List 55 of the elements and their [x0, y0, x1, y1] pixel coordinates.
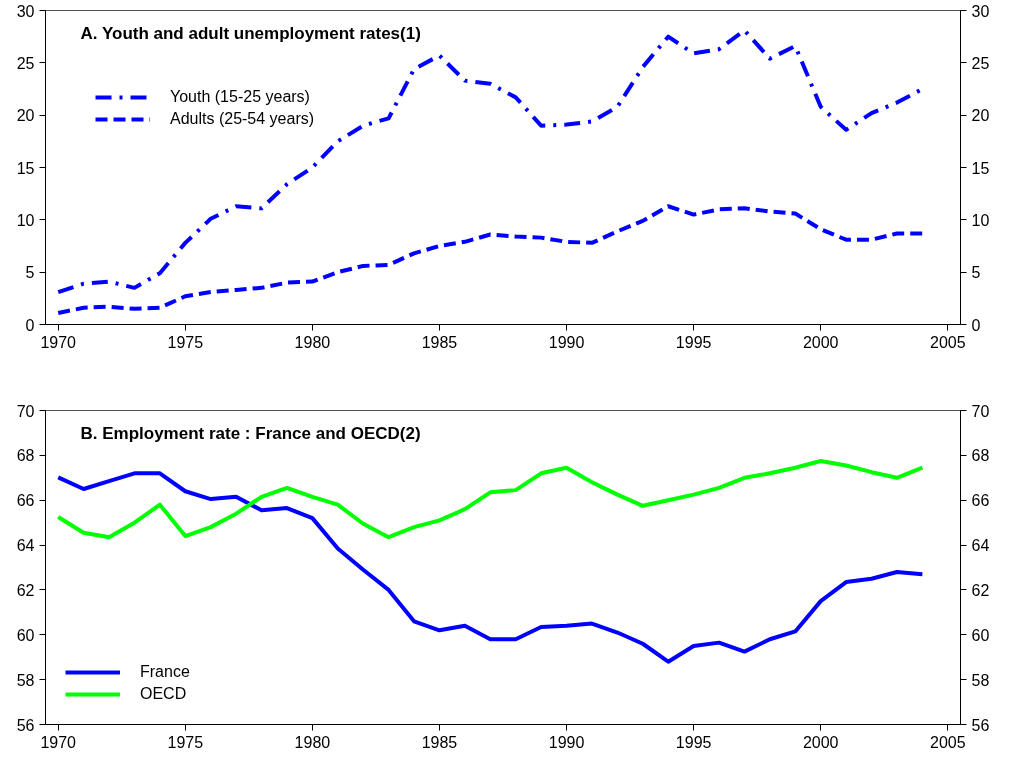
y-tick-label: 30 — [16, 2, 35, 20]
x-tick-label: 2000 — [802, 333, 839, 351]
x-tick-label: 1990 — [548, 333, 585, 351]
y-tick-label: 20 — [16, 107, 35, 125]
y2-tick-label: 62 — [971, 581, 990, 599]
y2-tick-label: 20 — [971, 107, 990, 125]
y-tick-label: 64 — [16, 537, 35, 555]
y-tick-label: 0 — [25, 316, 35, 334]
x-tick-label: 1970 — [40, 733, 77, 751]
x-tick-label: 1975 — [167, 333, 204, 351]
x-tick-label: 1995 — [675, 733, 712, 751]
y-tick-label: 68 — [16, 447, 35, 465]
y2-tick-label: 60 — [971, 626, 990, 644]
y-tick-label: 10 — [16, 211, 35, 229]
y2-tick-label: 5 — [971, 264, 981, 282]
x-tick-label: 1985 — [421, 733, 458, 751]
x-tick-label: 1975 — [167, 733, 204, 751]
x-tick-label: 1980 — [294, 333, 331, 351]
x-tick-label: 1990 — [548, 733, 585, 751]
y-tick-label: 70 — [16, 402, 35, 420]
x-tick-label: 2005 — [929, 333, 966, 351]
legend-label: Youth (15-25 years) — [170, 88, 310, 106]
y2-tick-label: 25 — [971, 54, 990, 72]
y2-tick-label: 0 — [971, 316, 981, 334]
y2-tick-label: 10 — [971, 211, 990, 229]
x-tick-label: 1970 — [40, 333, 77, 351]
y2-tick-label: 68 — [971, 447, 990, 465]
y-tick-label: 15 — [16, 159, 35, 177]
text: B. Employment rate : France and OECD(2) — [80, 423, 421, 443]
x-tick-label: 2005 — [929, 733, 966, 751]
legend-label: France — [140, 663, 190, 681]
y2-tick-label: 30 — [971, 2, 990, 20]
y-tick-label: 5 — [25, 264, 35, 282]
y-tick-label: 62 — [16, 581, 35, 599]
y2-tick-label: 58 — [971, 671, 990, 689]
x-tick-label: 1985 — [421, 333, 458, 351]
legend-label: OECD — [140, 685, 187, 703]
y2-tick-label: 66 — [971, 492, 990, 510]
line-series — [56, 458, 925, 540]
x-tick-label: 1995 — [675, 333, 712, 351]
y2-tick-label: 64 — [971, 537, 990, 555]
line-series — [56, 204, 925, 315]
y-tick-label: 25 — [16, 54, 35, 72]
x-tick-label: 1980 — [294, 733, 331, 751]
y-tick-label: 60 — [16, 626, 35, 644]
line-series — [56, 471, 925, 664]
y2-tick-label: 70 — [971, 402, 990, 420]
text: A. Youth and adult unemployment rates(1) — [80, 23, 421, 43]
y2-tick-label: 56 — [971, 716, 990, 734]
x-tick-label: 2000 — [802, 733, 839, 751]
y-tick-label: 66 — [16, 492, 35, 510]
y-tick-label: 58 — [16, 671, 35, 689]
y-tick-label: 56 — [16, 716, 35, 734]
y2-tick-label: 15 — [971, 159, 990, 177]
legend-label: Adults (25-54 years) — [170, 110, 315, 128]
